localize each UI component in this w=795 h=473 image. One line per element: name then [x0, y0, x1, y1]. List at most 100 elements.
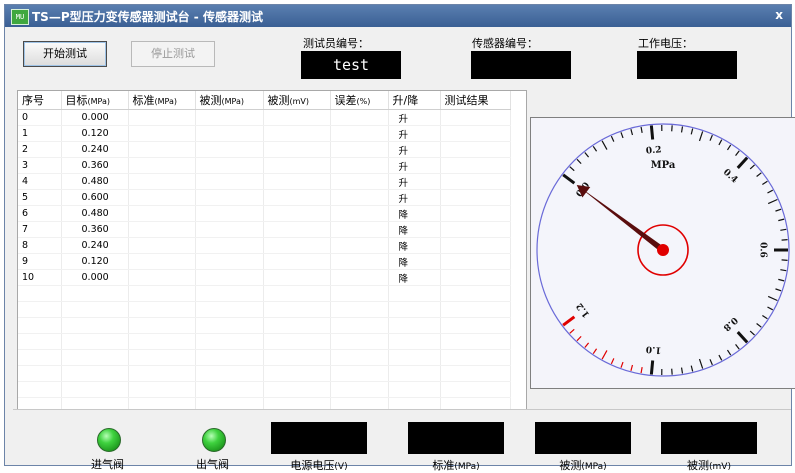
- cell-empty: [61, 286, 128, 302]
- cell-index: 1: [18, 126, 61, 142]
- cell-empty: [440, 318, 510, 334]
- cell-empty: [128, 382, 195, 398]
- cell-empty: [18, 302, 61, 318]
- cell-empty: [128, 302, 195, 318]
- cell-empty: [388, 318, 440, 334]
- cell-measured-mv: [263, 206, 330, 222]
- cell-empty: [440, 286, 510, 302]
- cell-empty: [330, 286, 388, 302]
- cell-measured-mpa: [195, 206, 263, 222]
- sensor-id-field[interactable]: [471, 51, 571, 79]
- cell-direction: 升: [388, 110, 440, 126]
- cell-target: 0.000: [61, 110, 128, 126]
- cell-empty: [440, 382, 510, 398]
- col-header-index[interactable]: 序号: [18, 91, 61, 110]
- cell-empty: [18, 366, 61, 382]
- cell-result: [440, 222, 510, 238]
- cell-result: [440, 142, 510, 158]
- results-table[interactable]: 序号 目标(MPa) 标准(MPa) 被测(MPa) 被测(mV) 误差(%) …: [17, 90, 527, 410]
- status-panel: 进气阀 出气阀 电源电压(V) 标准(MPa) 被测(MPa) 被测(mV): [13, 409, 791, 466]
- cell-empty: [330, 302, 388, 318]
- cell-measured-mpa: [195, 238, 263, 254]
- cell-target: 0.600: [61, 190, 128, 206]
- cell-empty: [195, 382, 263, 398]
- cell-empty: [61, 334, 128, 350]
- cell-measured-mpa: [195, 270, 263, 286]
- cell-empty: [195, 302, 263, 318]
- table-row-empty[interactable]: [18, 382, 510, 398]
- cell-empty: [61, 366, 128, 382]
- work-voltage-field: [637, 51, 737, 79]
- cell-index: 0: [18, 110, 61, 126]
- title-bar: MU TS—P型压力变传感器测试台 - 传感器测试 x: [5, 5, 791, 27]
- cell-result: [440, 158, 510, 174]
- cell-index: 10: [18, 270, 61, 286]
- table-row-empty[interactable]: [18, 366, 510, 382]
- cell-target: 0.000: [61, 270, 128, 286]
- gauge-hub: [657, 244, 669, 256]
- standard-pressure-label: 标准(MPa): [408, 457, 504, 473]
- close-button[interactable]: x: [775, 8, 783, 22]
- cell-measured-mpa: [195, 190, 263, 206]
- cell-standard: [128, 190, 195, 206]
- cell-empty: [18, 334, 61, 350]
- cell-empty: [263, 318, 330, 334]
- cell-target: 0.240: [61, 142, 128, 158]
- cell-measured-mv: [263, 254, 330, 270]
- cell-index: 6: [18, 206, 61, 222]
- cell-standard: [128, 126, 195, 142]
- gauge-unit-label: MPa: [651, 160, 676, 171]
- cell-error: [330, 206, 388, 222]
- table-row-empty[interactable]: [18, 318, 510, 334]
- cell-direction: 降: [388, 238, 440, 254]
- col-header-error[interactable]: 误差(%): [330, 91, 388, 110]
- col-header-measured-mpa[interactable]: 被测(MPa): [195, 91, 263, 110]
- table-header-row: 序号 目标(MPa) 标准(MPa) 被测(MPa) 被测(mV) 误差(%) …: [18, 91, 510, 110]
- table-row-empty[interactable]: [18, 350, 510, 366]
- stop-test-button[interactable]: 停止测试: [131, 41, 215, 67]
- window-title: TS—P型压力变传感器测试台 - 传感器测试: [32, 8, 263, 25]
- cell-result: [440, 206, 510, 222]
- table-row-empty[interactable]: [18, 334, 510, 350]
- cell-direction: 升: [388, 142, 440, 158]
- cell-error: [330, 110, 388, 126]
- cell-measured-mpa: [195, 142, 263, 158]
- cell-empty: [61, 318, 128, 334]
- cell-empty: [195, 334, 263, 350]
- start-test-button[interactable]: 开始测试: [23, 41, 107, 67]
- cell-target: 0.360: [61, 158, 128, 174]
- cell-index: 4: [18, 174, 61, 190]
- cell-empty: [18, 350, 61, 366]
- cell-measured-mv: [263, 222, 330, 238]
- tester-id-field[interactable]: test: [301, 51, 401, 79]
- cell-empty: [195, 366, 263, 382]
- cell-direction: 升: [388, 174, 440, 190]
- cell-empty: [263, 366, 330, 382]
- col-header-direction[interactable]: 升/降: [388, 91, 440, 110]
- outlet-valve-indicator: [202, 428, 226, 452]
- cell-result: [440, 190, 510, 206]
- col-header-measured-mv[interactable]: 被测(mV): [263, 91, 330, 110]
- cell-standard: [128, 174, 195, 190]
- col-header-target[interactable]: 目标(MPa): [61, 91, 128, 110]
- table-row-empty[interactable]: [18, 302, 510, 318]
- cell-error: [330, 222, 388, 238]
- gauge-tick-label: 0.2: [645, 145, 662, 156]
- col-header-result[interactable]: 测试结果: [440, 91, 510, 110]
- cell-direction: 升: [388, 158, 440, 174]
- table-row-empty[interactable]: [18, 286, 510, 302]
- cell-empty: [263, 350, 330, 366]
- col-header-standard[interactable]: 标准(MPa): [128, 91, 195, 110]
